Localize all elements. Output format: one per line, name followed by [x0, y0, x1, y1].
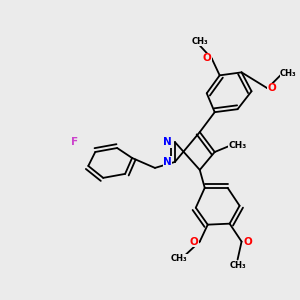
- Text: O: O: [243, 237, 252, 247]
- Text: N: N: [163, 157, 172, 167]
- Text: O: O: [268, 83, 276, 93]
- Text: O: O: [203, 53, 212, 63]
- Text: F: F: [71, 137, 78, 147]
- Text: CH₃: CH₃: [191, 37, 208, 46]
- Text: CH₃: CH₃: [229, 140, 247, 149]
- Text: CH₃: CH₃: [229, 261, 246, 270]
- Text: CH₃: CH₃: [171, 254, 187, 263]
- Text: N: N: [163, 137, 172, 147]
- Text: CH₃: CH₃: [280, 69, 297, 78]
- Text: O: O: [189, 237, 198, 247]
